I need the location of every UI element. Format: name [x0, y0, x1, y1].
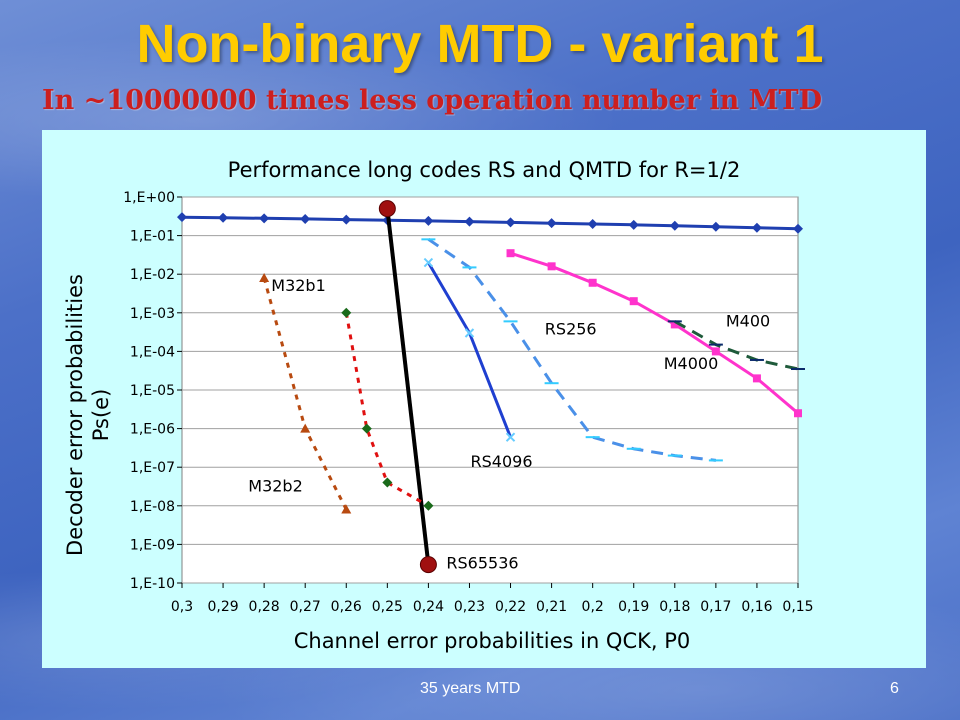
- data-point: [423, 257, 434, 268]
- x-tick-label: 0,28: [249, 599, 280, 615]
- y-tick-label: 1,E-07: [130, 460, 175, 476]
- data-point: [341, 307, 352, 318]
- data-point: [588, 278, 597, 287]
- series-line-m4000: [427, 238, 717, 462]
- y-tick-label: 1,E-08: [130, 499, 175, 515]
- x-tick-label: 0,3: [171, 599, 193, 615]
- series-label: M400: [726, 312, 770, 331]
- data-point: [793, 223, 803, 234]
- data-point: [177, 212, 187, 223]
- series-label: RS4096: [471, 452, 533, 471]
- y-tick-label: 1,E-05: [130, 383, 175, 399]
- x-tick-label: 0,24: [413, 599, 444, 615]
- data-point: [423, 500, 434, 511]
- data-point: [669, 220, 680, 231]
- data-point: [419, 556, 437, 574]
- data-point: [341, 214, 352, 225]
- data-point: [546, 218, 557, 229]
- footer-text: 35 years MTD: [420, 680, 521, 697]
- data-point: [752, 374, 761, 383]
- data-point: [382, 477, 393, 488]
- slide-subtitle: In ~10000000 times less operation number…: [42, 85, 823, 116]
- y-tick-label: 1,E+00: [123, 190, 175, 206]
- y-tick-label: 1,E-09: [130, 537, 175, 553]
- data-point: [751, 222, 762, 233]
- y-axis-label-line1: Decoder error probabilities: [63, 274, 87, 556]
- data-point: [628, 219, 639, 230]
- chart-svg: Performance long codes RS and QMTD for R…: [63, 158, 814, 653]
- x-tick-label: 0,21: [536, 599, 567, 615]
- x-tick-label: 0,27: [290, 599, 321, 615]
- x-tick-label: 0,17: [700, 599, 731, 615]
- series-line-m32b1: [344, 312, 430, 508]
- x-tick-label: 0,29: [207, 599, 238, 615]
- data-point: [300, 213, 311, 224]
- series-line-rs256: [510, 251, 799, 415]
- data-point: [464, 328, 475, 338]
- series-line-m400: [674, 320, 799, 371]
- x-tick-label: 0,19: [618, 599, 649, 615]
- slide-title: Non-binary MTD - variant 1: [136, 14, 824, 74]
- series-line-capacity: [181, 215, 799, 231]
- data-point: [670, 320, 679, 329]
- series-label: RS65536: [446, 554, 518, 573]
- x-tick-label: 0,23: [454, 599, 485, 615]
- data-point: [587, 218, 598, 229]
- x-tick-label: 0,2: [582, 599, 604, 615]
- y-tick-label: 1,E-10: [130, 576, 175, 592]
- plot-area: 1,E+00 1,E-01 1,E-02 1,E-03 1,E-04 1,E-05 1,E-…: [123, 190, 813, 615]
- data-point: [378, 200, 396, 218]
- data-point: [547, 262, 556, 271]
- data-point: [300, 423, 311, 433]
- data-point: [505, 432, 516, 442]
- series-label: M32b2: [248, 477, 303, 496]
- data-point: [710, 221, 721, 232]
- y-axis-label-line2: Ps(e): [89, 389, 113, 442]
- data-point: [361, 423, 372, 434]
- data-point: [505, 217, 516, 228]
- y-tick-label: 1,E-02: [130, 267, 175, 283]
- data-point: [218, 212, 229, 223]
- chart-title: Performance long codes RS and QMTD for R…: [228, 158, 741, 182]
- data-point: [259, 213, 270, 224]
- x-tick-label: 0,26: [331, 599, 362, 615]
- data-point: [259, 272, 270, 282]
- series-line-rs65536: [385, 208, 431, 565]
- data-point: [794, 409, 802, 418]
- data-point: [341, 504, 352, 514]
- slide-footer: 35 years MTD 6: [0, 680, 960, 704]
- x-tick-label: 0,22: [495, 599, 526, 615]
- x-tick-label: 0,25: [372, 599, 403, 615]
- y-tick-label: 1,E-03: [130, 306, 175, 322]
- data-point: [629, 297, 638, 306]
- x-axis-label: Channel error probabilities in QCK, P0: [294, 629, 691, 653]
- x-tick-label: 0,18: [659, 599, 690, 615]
- y-tick-label: 1,E-04: [130, 344, 175, 360]
- y-tick-label: 1,E-06: [130, 422, 175, 438]
- series-label: M4000: [664, 354, 719, 373]
- series-label: RS256: [545, 319, 597, 338]
- y-tick-label: 1,E-01: [130, 229, 175, 245]
- series-label: M32b1: [271, 276, 326, 295]
- data-point: [506, 249, 515, 258]
- data-point: [464, 216, 475, 227]
- data-point: [711, 347, 720, 356]
- chart-panel: Performance long codes RS and QMTD for R…: [42, 130, 926, 668]
- x-tick-label: 0,16: [741, 599, 772, 615]
- page-number: 6: [890, 680, 899, 697]
- data-point: [423, 215, 434, 226]
- x-tick-label: 0,15: [782, 599, 813, 615]
